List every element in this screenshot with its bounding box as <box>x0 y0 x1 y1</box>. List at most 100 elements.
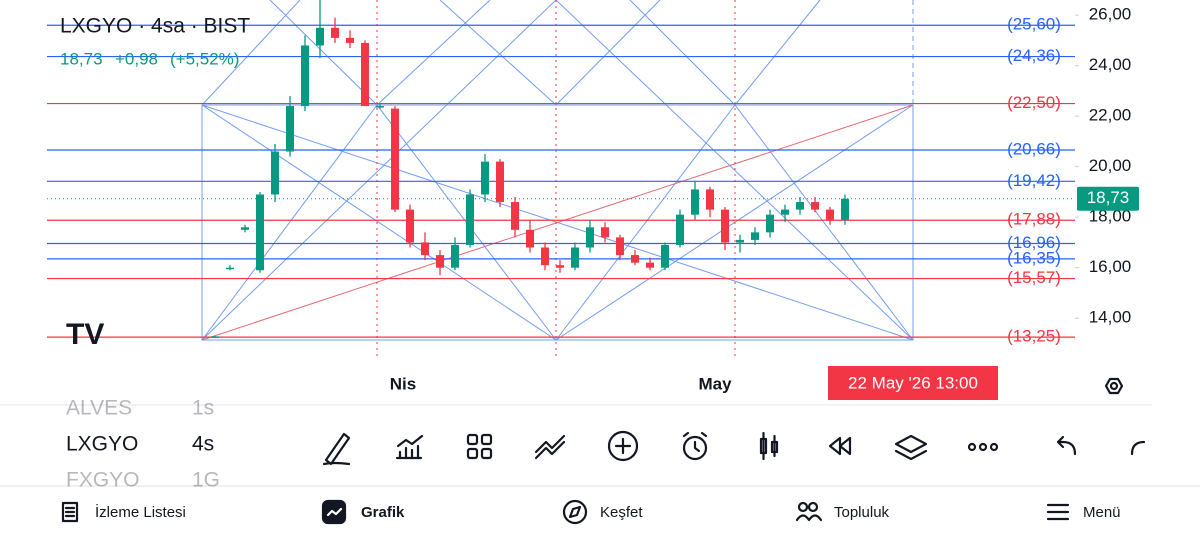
candle-body <box>796 202 804 210</box>
symbol-title: LXGYO · 4sa · BIST <box>60 15 250 38</box>
candle-body <box>286 106 294 152</box>
chart-icon-line <box>326 507 343 517</box>
candle-body <box>226 267 234 270</box>
candle-body <box>586 227 594 248</box>
candle-body <box>481 161 489 195</box>
candle-body <box>496 161 504 203</box>
change: +0,98 <box>115 49 158 68</box>
undo-icon[interactable] <box>1056 435 1077 456</box>
candle-body <box>451 244 459 268</box>
level-label: (16,96) <box>1007 233 1061 252</box>
redo-icon[interactable] <box>1130 440 1146 456</box>
x-tick-label: Nis <box>390 374 416 393</box>
y-tick-label: 14,00 <box>1089 308 1132 327</box>
y-tick-label: 18,00 <box>1089 207 1132 226</box>
symbol-name[interactable]: ALVES <box>66 397 132 420</box>
level-label: (16,35) <box>1007 248 1061 267</box>
candle-body <box>346 37 354 43</box>
y-tick-label: 22,00 <box>1089 106 1132 125</box>
candle-body <box>421 242 429 256</box>
candle-body <box>391 108 399 210</box>
candle-body <box>826 209 834 220</box>
level-label: (13,25) <box>1007 327 1061 346</box>
candle-body <box>841 198 849 220</box>
alert-icon[interactable] <box>682 431 708 461</box>
symbol-interval[interactable]: 1s <box>192 397 214 420</box>
nav-item[interactable]: Grafik <box>361 504 405 521</box>
candle-body <box>436 255 444 268</box>
candle-body <box>406 209 414 243</box>
community-icon[interactable] <box>795 501 823 522</box>
candle-body <box>811 202 819 210</box>
candle-body <box>646 262 654 268</box>
indicators-icon[interactable] <box>395 434 424 460</box>
last-price: 18,73 <box>60 49 103 68</box>
draw-icon[interactable] <box>322 432 351 466</box>
explore-icon[interactable] <box>562 499 588 525</box>
candle-body <box>691 189 699 215</box>
toolbar <box>322 430 1146 466</box>
candle-body <box>526 229 534 248</box>
candle-body <box>271 151 279 195</box>
level-label: (17,88) <box>1007 210 1061 229</box>
templates-icon[interactable] <box>466 433 493 460</box>
more-icon[interactable] <box>967 442 999 452</box>
level-label: (25,60) <box>1007 15 1061 34</box>
replay-icon[interactable] <box>828 436 852 456</box>
candle-icon[interactable] <box>759 431 779 461</box>
candle-body <box>211 336 219 338</box>
symbol-interval[interactable]: 1G <box>192 469 220 492</box>
y-tick-label: 20,00 <box>1089 156 1132 175</box>
candle-body <box>781 209 789 215</box>
candle-body <box>361 42 369 107</box>
candle-body <box>556 265 564 268</box>
level-label: (15,57) <box>1007 268 1061 287</box>
symbol-name[interactable]: FXGYO <box>66 469 140 492</box>
symbol-name[interactable]: LXGYO <box>66 433 138 456</box>
nav-item[interactable]: Menü <box>1083 504 1121 521</box>
watchlist-icon[interactable] <box>61 501 79 523</box>
candle-body <box>376 106 384 108</box>
candle-body <box>661 244 669 268</box>
level-label: (20,66) <box>1007 140 1061 159</box>
candle-body <box>256 194 264 271</box>
add-icon[interactable] <box>607 430 639 462</box>
candle-body <box>316 27 324 46</box>
tv-logo: TV <box>66 318 104 351</box>
x-tick-label: May <box>698 374 732 393</box>
candle-body <box>331 27 339 38</box>
y-tick-label: 24,00 <box>1089 55 1132 74</box>
change-pct: (+5,52%) <box>170 49 239 68</box>
level-label: (24,36) <box>1007 46 1061 65</box>
nav-item[interactable]: İzleme Listesi <box>95 503 186 521</box>
menu-icon[interactable] <box>1046 503 1070 521</box>
candle-body <box>736 239 744 243</box>
y-tick-label: 26,00 <box>1089 5 1132 24</box>
candle-body <box>721 209 729 243</box>
candle-body <box>466 194 474 245</box>
candle-body <box>241 227 249 230</box>
nav-item[interactable]: Topluluk <box>834 504 890 521</box>
session-dividers <box>376 0 736 360</box>
price-tag-label: 18,73 <box>1087 188 1130 207</box>
candle-body <box>571 247 579 268</box>
date-tag <box>828 366 998 400</box>
candle-body <box>751 232 759 240</box>
nav-item[interactable]: Keşfet <box>600 504 643 521</box>
nav-icons <box>61 499 1070 525</box>
candle-body <box>676 214 684 245</box>
candle-body <box>301 45 309 107</box>
layers-icon[interactable] <box>894 434 928 461</box>
y-tick-label: 16,00 <box>1089 257 1132 276</box>
compare-icon[interactable] <box>534 434 566 460</box>
candle-body <box>766 214 774 233</box>
date-tag-label: 22 May '26 13:00 <box>848 373 978 392</box>
level-label: (22,50) <box>1007 93 1061 112</box>
candle-body <box>601 227 609 238</box>
level-label: (19,42) <box>1007 171 1061 190</box>
candle-body <box>706 189 714 210</box>
settings-icon[interactable] <box>1104 377 1124 395</box>
symbol-interval[interactable]: 4s <box>192 433 214 456</box>
